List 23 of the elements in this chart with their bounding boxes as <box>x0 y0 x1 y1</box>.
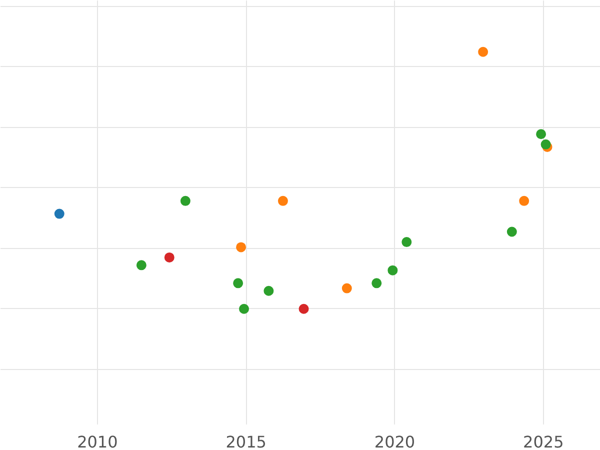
point <box>342 283 352 294</box>
point <box>239 304 250 314</box>
x-tick-label: 2015 <box>226 432 266 450</box>
point <box>478 46 488 57</box>
point <box>264 286 274 296</box>
point <box>372 278 382 288</box>
point <box>536 129 546 140</box>
point <box>278 196 288 206</box>
point <box>236 242 246 252</box>
x-tick-label: 2010 <box>77 432 118 450</box>
point <box>164 252 174 262</box>
point <box>54 208 64 219</box>
point <box>388 265 398 276</box>
point <box>233 278 244 288</box>
x-tick-label: 2025 <box>523 432 564 450</box>
point <box>298 304 309 314</box>
point <box>136 260 146 270</box>
point <box>180 196 190 206</box>
point <box>402 237 412 248</box>
point <box>540 139 551 150</box>
point <box>506 226 517 237</box>
x-tick-label: 2020 <box>374 432 416 450</box>
point <box>519 196 530 206</box>
